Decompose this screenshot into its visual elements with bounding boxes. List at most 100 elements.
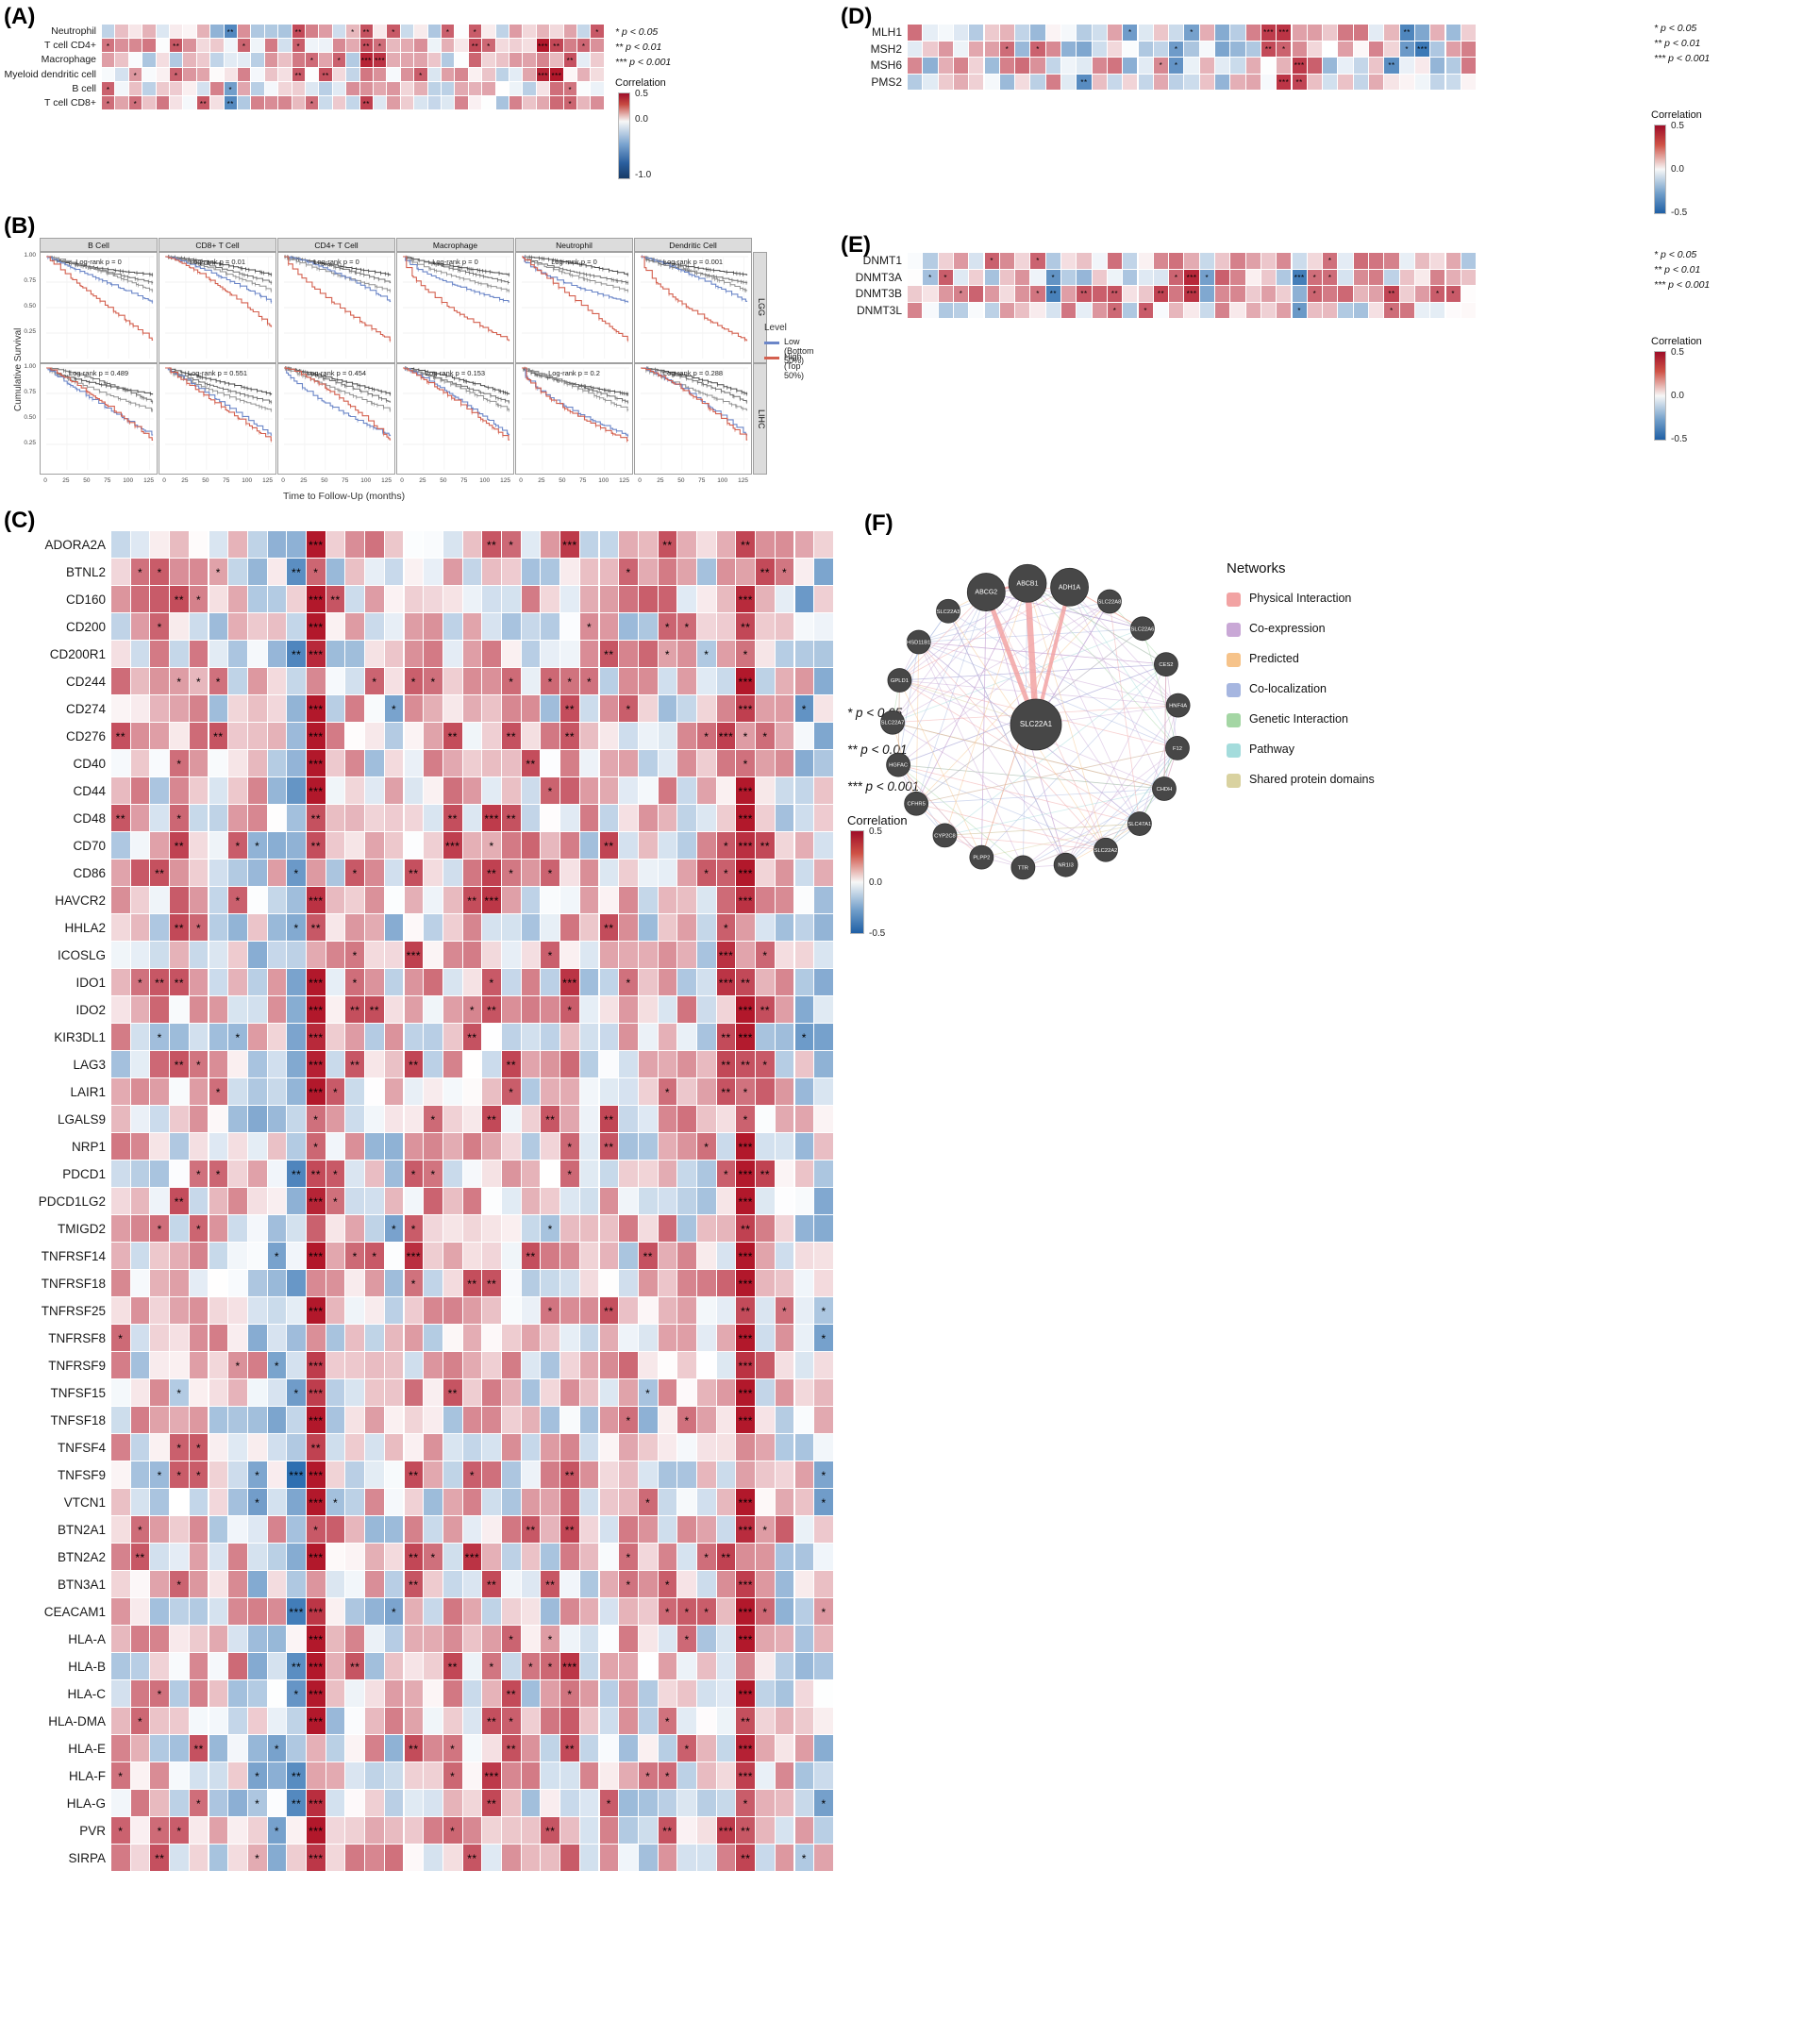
heatmap-row-label: HLA-A (68, 1632, 106, 1646)
heatmap-cell (677, 832, 696, 859)
heatmap-cell (1123, 269, 1138, 286)
x-tick-label: 0 (519, 477, 523, 484)
heatmap-cell (775, 1078, 794, 1105)
heatmap-cell (677, 1270, 696, 1296)
significance-stars: *** (309, 621, 324, 634)
significance-stars: ** (409, 867, 419, 880)
heatmap-cell (442, 1188, 462, 1214)
heatmap-cell: * (502, 1708, 521, 1734)
significance-stars: ** (506, 812, 517, 826)
heatmap-row-label: HLA-E (68, 1742, 106, 1756)
heatmap-cell (794, 1352, 814, 1378)
heatmap-cell (541, 1133, 560, 1160)
heatmap-cell (365, 1160, 384, 1187)
heatmap-cell (359, 81, 373, 95)
heatmap-cell (697, 1051, 716, 1077)
heatmap-row-label: TMIGD2 (57, 1222, 106, 1236)
significance-stars: * (274, 1360, 280, 1373)
significance-stars: ** (486, 1113, 497, 1127)
heatmap-cell (599, 1024, 619, 1050)
heatmap-cell: ** (716, 1024, 736, 1050)
heatmap-cell (579, 942, 599, 968)
x-tick-label: 75 (342, 477, 349, 484)
significance-stars: * (782, 566, 788, 579)
network-edge (981, 663, 1167, 858)
heatmap-cell (716, 1297, 736, 1324)
heatmap-cell (287, 1352, 306, 1378)
heatmap-cell (384, 1434, 404, 1461)
heatmap-cell (1015, 286, 1030, 302)
heatmap-cell (326, 1434, 345, 1461)
heatmap-cell (521, 668, 541, 694)
heatmap-cell (365, 641, 384, 667)
heatmap-cell (638, 750, 658, 776)
heatmap-cell: *** (736, 1571, 756, 1597)
heatmap-cell (247, 860, 267, 886)
heatmap-cell (814, 942, 833, 968)
heatmap-cell (111, 777, 130, 804)
heatmap-cell (638, 1516, 658, 1543)
heatmap-cell (130, 1215, 150, 1242)
heatmap-cell (521, 942, 541, 968)
significance-stars: * (723, 922, 729, 935)
heatmap-cell: *** (307, 1407, 326, 1433)
heatmap-cell (599, 969, 619, 995)
heatmap-cell (1445, 269, 1461, 286)
significance-stars: * (1144, 306, 1147, 315)
heatmap-cell (697, 996, 716, 1023)
heatmap-cell: * (170, 805, 189, 831)
logrank-p-value: Log-rank p = 0.01 (189, 258, 245, 266)
heatmap-row-label: HLA-C (67, 1687, 106, 1701)
heatmap-cell (170, 1544, 189, 1570)
heatmap-cell: * (287, 1379, 306, 1406)
heatmap-cell (424, 969, 442, 995)
heatmap-cell (455, 25, 468, 39)
heatmap-cell (170, 1352, 189, 1378)
heatmap-cell (224, 53, 237, 67)
heatmap-cell (442, 1708, 462, 1734)
heatmap-cell: ** (658, 531, 677, 558)
heatmap-row-label: TNFRSF14 (41, 1249, 106, 1263)
heatmap-cell (775, 695, 794, 722)
significance-stars: * (313, 566, 319, 579)
heatmap-cell (775, 969, 794, 995)
significance-stars: ** (741, 1852, 751, 1865)
heatmap-cell (424, 1270, 442, 1296)
heatmap-cell (775, 914, 794, 941)
heatmap-cell (521, 1215, 541, 1242)
heatmap-cell (111, 1379, 130, 1406)
heatmap-cell (923, 41, 938, 58)
heatmap-cell (189, 1762, 209, 1789)
heatmap-cell (521, 1160, 541, 1187)
heatmap-cell (1045, 58, 1060, 74)
significance-stars: ** (362, 28, 370, 37)
significance-stars: ** (553, 42, 560, 52)
heatmap-cell (384, 1407, 404, 1433)
heatmap-cell (794, 531, 814, 558)
heatmap-cell (794, 1598, 814, 1625)
heatmap-cell (638, 1598, 658, 1625)
heatmap-cell (619, 777, 638, 804)
heatmap-cell (111, 1790, 130, 1816)
heatmap-cell (814, 1051, 833, 1077)
heatmap-cell (502, 996, 521, 1023)
heatmap-cell (150, 1544, 170, 1570)
heatmap-cell (697, 1817, 716, 1844)
heatmap-cell (638, 1325, 658, 1351)
heatmap-cell (196, 67, 210, 81)
panel-a-significance-legend: * p < 0.05 ** p < 0.01 *** p < 0.001 (615, 26, 671, 72)
heatmap-cell: * (267, 1817, 287, 1844)
heatmap-cell (560, 1024, 579, 1050)
heatmap-cell: * (541, 668, 560, 694)
heatmap-cell (677, 887, 696, 913)
heatmap-cell: ** (1045, 286, 1060, 302)
significance-stars: ** (564, 730, 576, 743)
heatmap-cell (814, 805, 833, 831)
significance-stars: *** (309, 1852, 324, 1865)
heatmap-cell: *** (736, 1735, 756, 1762)
heatmap-cell (1369, 286, 1384, 302)
heatmap-cell (130, 914, 150, 941)
heatmap-cell: ** (209, 723, 228, 749)
heatmap-cell (462, 1598, 482, 1625)
heatmap-cell (579, 586, 599, 612)
